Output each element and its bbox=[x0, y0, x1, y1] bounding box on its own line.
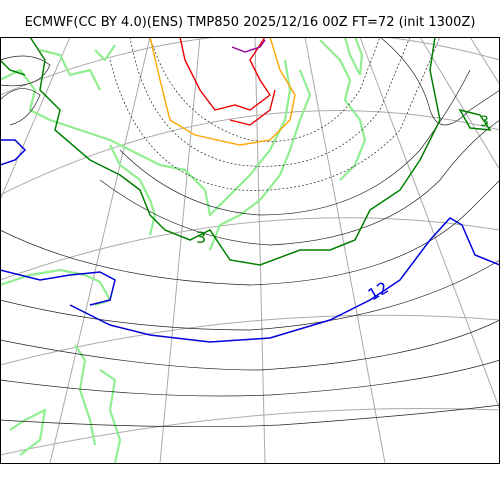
coastline-china-south bbox=[0, 268, 112, 307]
isotherm bbox=[129, 37, 411, 167]
isotherm-3-west bbox=[0, 59, 26, 76]
coastline-kamchatka bbox=[319, 39, 367, 181]
coastline-interior bbox=[39, 48, 101, 91]
isotherm-orange bbox=[149, 37, 296, 146]
latitude-line bbox=[0, 407, 500, 456]
isotherm-12-main bbox=[69, 217, 500, 343]
isotherm bbox=[0, 179, 500, 286]
isotherm bbox=[109, 37, 441, 191]
cold-isotherms bbox=[149, 37, 296, 146]
latitude-line bbox=[0, 217, 500, 281]
label-3-right: 3 bbox=[480, 114, 489, 130]
isotherm bbox=[119, 69, 471, 216]
isotherm bbox=[0, 359, 500, 397]
isotherm bbox=[0, 404, 500, 428]
label-3: 3 bbox=[196, 228, 206, 247]
isotherm-3-ring bbox=[458, 108, 492, 131]
isotherm-3 bbox=[0, 37, 492, 266]
contour-labels: 3 3 12 bbox=[196, 114, 489, 304]
isotherm-12-west bbox=[0, 269, 116, 306]
isotherm-red bbox=[179, 37, 271, 111]
isotherm-3-main bbox=[29, 37, 441, 266]
isotherm bbox=[149, 37, 381, 142]
longitude-line bbox=[304, 37, 386, 463]
isotherm bbox=[0, 88, 41, 126]
longitude-line bbox=[254, 37, 266, 463]
latitude-line bbox=[0, 314, 500, 366]
graticule bbox=[0, 37, 500, 463]
longitude-line bbox=[49, 37, 151, 463]
temperature-map: 3 3 12 bbox=[0, 37, 500, 463]
isotherm-red-2 bbox=[229, 89, 276, 126]
longitude-line bbox=[469, 37, 500, 86]
longitude-line bbox=[359, 37, 500, 411]
coastline-interior bbox=[94, 44, 116, 62]
isotherm-12-nw bbox=[0, 139, 27, 166]
coastline-philippines bbox=[99, 369, 122, 463]
longitude-line bbox=[419, 37, 500, 171]
isotherm bbox=[0, 55, 51, 87]
map-title: ECMWF(CC BY 4.0)(ENS) TMP850 2025/12/16 … bbox=[24, 15, 476, 30]
isotherm-purple bbox=[231, 39, 266, 53]
isotherm bbox=[99, 119, 500, 246]
latitude-line bbox=[0, 110, 500, 196]
coastline-far-east bbox=[343, 37, 361, 76]
coastline-japan bbox=[208, 69, 312, 251]
coastline-asia bbox=[0, 59, 292, 217]
latitude-line bbox=[0, 37, 500, 96]
isotherm bbox=[0, 319, 500, 371]
isotherms bbox=[0, 37, 500, 428]
longitude-line bbox=[159, 37, 201, 463]
coastline-island-ne bbox=[353, 37, 364, 76]
isotherm bbox=[0, 259, 500, 331]
coastline-taiwan bbox=[74, 344, 97, 446]
isotherm bbox=[379, 37, 500, 126]
longitude-line bbox=[0, 37, 71, 201]
isotherm-12 bbox=[0, 139, 500, 343]
coastline-vietnam bbox=[9, 408, 47, 456]
